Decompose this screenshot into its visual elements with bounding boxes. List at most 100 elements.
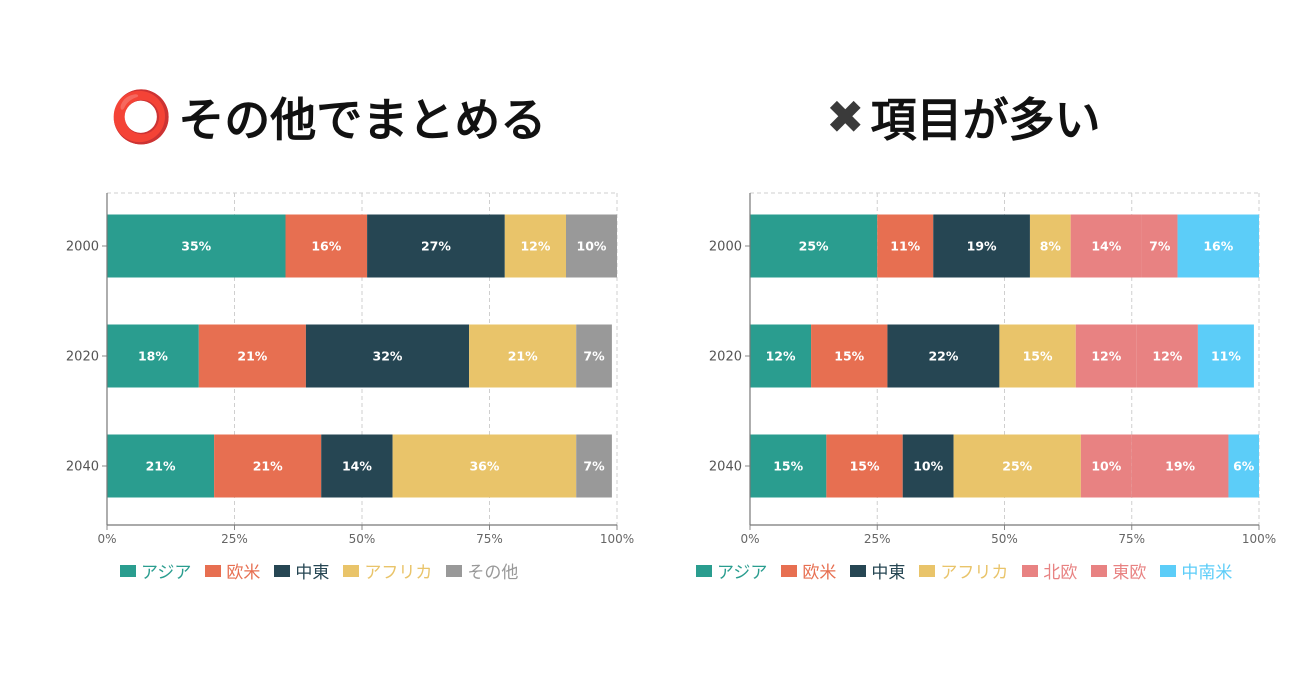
legend-label: 東欧 (1112, 563, 1147, 583)
legend-label: 欧米 (226, 563, 261, 583)
legend-swatch (1091, 564, 1108, 577)
bar-segment (887, 324, 1000, 388)
bar-segment (285, 214, 368, 278)
bar-segment (1177, 214, 1259, 278)
legend-item: 東欧 (1091, 558, 1146, 583)
chart-many-items: 0% 25% 50% 75% 100% 25% 11% 19% 8% 14% 7% 16% 2000 12… (709, 192, 1276, 546)
bar-segment (392, 434, 577, 498)
bar-segment (198, 324, 306, 388)
data-label: 12% (1091, 349, 1121, 364)
data-label: 18% (138, 349, 168, 364)
data-label: 10% (1091, 459, 1121, 474)
legend-swatch (343, 564, 360, 577)
data-label: 32% (373, 349, 403, 364)
bar-segment (877, 214, 934, 278)
bar-segment (576, 324, 612, 388)
x-tick-label: 0% (97, 532, 116, 546)
legend-label: 中東 (871, 563, 906, 583)
data-label: 16% (1203, 239, 1233, 254)
data-label: 8% (1040, 239, 1062, 254)
bar-segment (214, 434, 322, 498)
data-label: 36% (469, 459, 499, 474)
legend-swatch (919, 564, 936, 577)
legend-swatch (120, 564, 136, 577)
bar-segment (750, 434, 827, 498)
bar-segment (367, 214, 505, 278)
data-label: 10% (577, 239, 607, 254)
legend-item: 北欧 (1022, 558, 1077, 583)
data-label: 7% (1149, 239, 1171, 254)
data-label: 27% (421, 239, 451, 254)
data-label: 6% (1233, 459, 1255, 474)
data-label: 7% (583, 459, 605, 474)
legend-item: その他 (446, 558, 518, 583)
x-tick-label: 25% (864, 532, 891, 546)
bar-segment (1136, 324, 1198, 388)
data-label: 19% (1165, 459, 1195, 474)
legend-swatch (696, 564, 712, 577)
bar-segment (1197, 324, 1254, 388)
data-label: 12% (766, 349, 796, 364)
bar-segment (750, 324, 812, 388)
legend-item: 中東 (274, 558, 329, 583)
legend-item: 中東 (850, 558, 905, 583)
data-label: 10% (913, 459, 943, 474)
chart-grouped-other: 0% 25% 50% 75% 100% 35% 16% 27% 12% 10% 2000 18% 21%… (66, 192, 634, 546)
legend-item: 中南米 (1160, 558, 1232, 583)
data-label: 16% (311, 239, 341, 254)
x-tick-label: 100% (1242, 532, 1276, 546)
heading-good: ⭕ その他でまとめる (110, 82, 546, 152)
bar-segment (1228, 434, 1259, 498)
legend-label: アフリカ (364, 563, 433, 583)
data-label: 25% (799, 239, 829, 254)
x-tick-label: 75% (476, 532, 503, 546)
legend-label: 北欧 (1043, 563, 1078, 583)
data-label: 11% (1211, 349, 1241, 364)
bar-segment (750, 214, 878, 278)
bar-segment (1080, 434, 1132, 498)
legend-label: アジア (141, 563, 192, 583)
legend-swatch (1160, 564, 1177, 577)
legend-item: アジア (696, 558, 767, 583)
circle-icon: ⭕ (110, 88, 173, 146)
bar-segment (469, 324, 577, 388)
y-tick-label: 2000 (66, 240, 99, 255)
x-tick-label: 50% (349, 532, 376, 546)
bar-segment (1131, 434, 1229, 498)
legend-label: 中東 (295, 563, 330, 583)
legend-item: アフリカ (919, 558, 1008, 583)
y-tick-label: 2040 (709, 460, 742, 475)
legend-many-items: アジア 欧米 中東 アフリカ 北欧 東欧 中南米 (696, 558, 1232, 583)
legend-item: アフリカ (343, 558, 432, 583)
data-label: 21% (253, 459, 283, 474)
data-label: 11% (890, 239, 920, 254)
data-label: 15% (834, 349, 864, 364)
legend-swatch (205, 564, 222, 577)
data-label: 19% (967, 239, 997, 254)
bar-segment (999, 324, 1076, 388)
cross-icon: ✖ (826, 90, 865, 144)
bar-segment (1141, 214, 1178, 278)
data-label: 12% (520, 239, 550, 254)
data-label: 15% (773, 459, 803, 474)
bar-segment (566, 214, 617, 278)
bar-segment (826, 434, 903, 498)
data-label: 21% (237, 349, 267, 364)
legend-label: その他 (467, 563, 519, 583)
legend-swatch (446, 564, 463, 577)
legend-label: 欧米 (802, 563, 837, 583)
bar-segment (504, 214, 566, 278)
bar-segment (305, 324, 470, 388)
legend-label: 中南米 (1181, 563, 1233, 583)
bar-segment (1070, 214, 1142, 278)
x-tick-label: 75% (1118, 532, 1145, 546)
data-label: 12% (1152, 349, 1182, 364)
x-tick-label: 50% (991, 532, 1018, 546)
bar-segment (1029, 214, 1071, 278)
legend-item: 欧米 (781, 558, 836, 583)
y-tick-label: 2040 (66, 460, 99, 475)
legend-label: アフリカ (940, 563, 1009, 583)
legend-label: アジア (717, 563, 768, 583)
bar-segment (1075, 324, 1137, 388)
bar-segment (321, 434, 393, 498)
